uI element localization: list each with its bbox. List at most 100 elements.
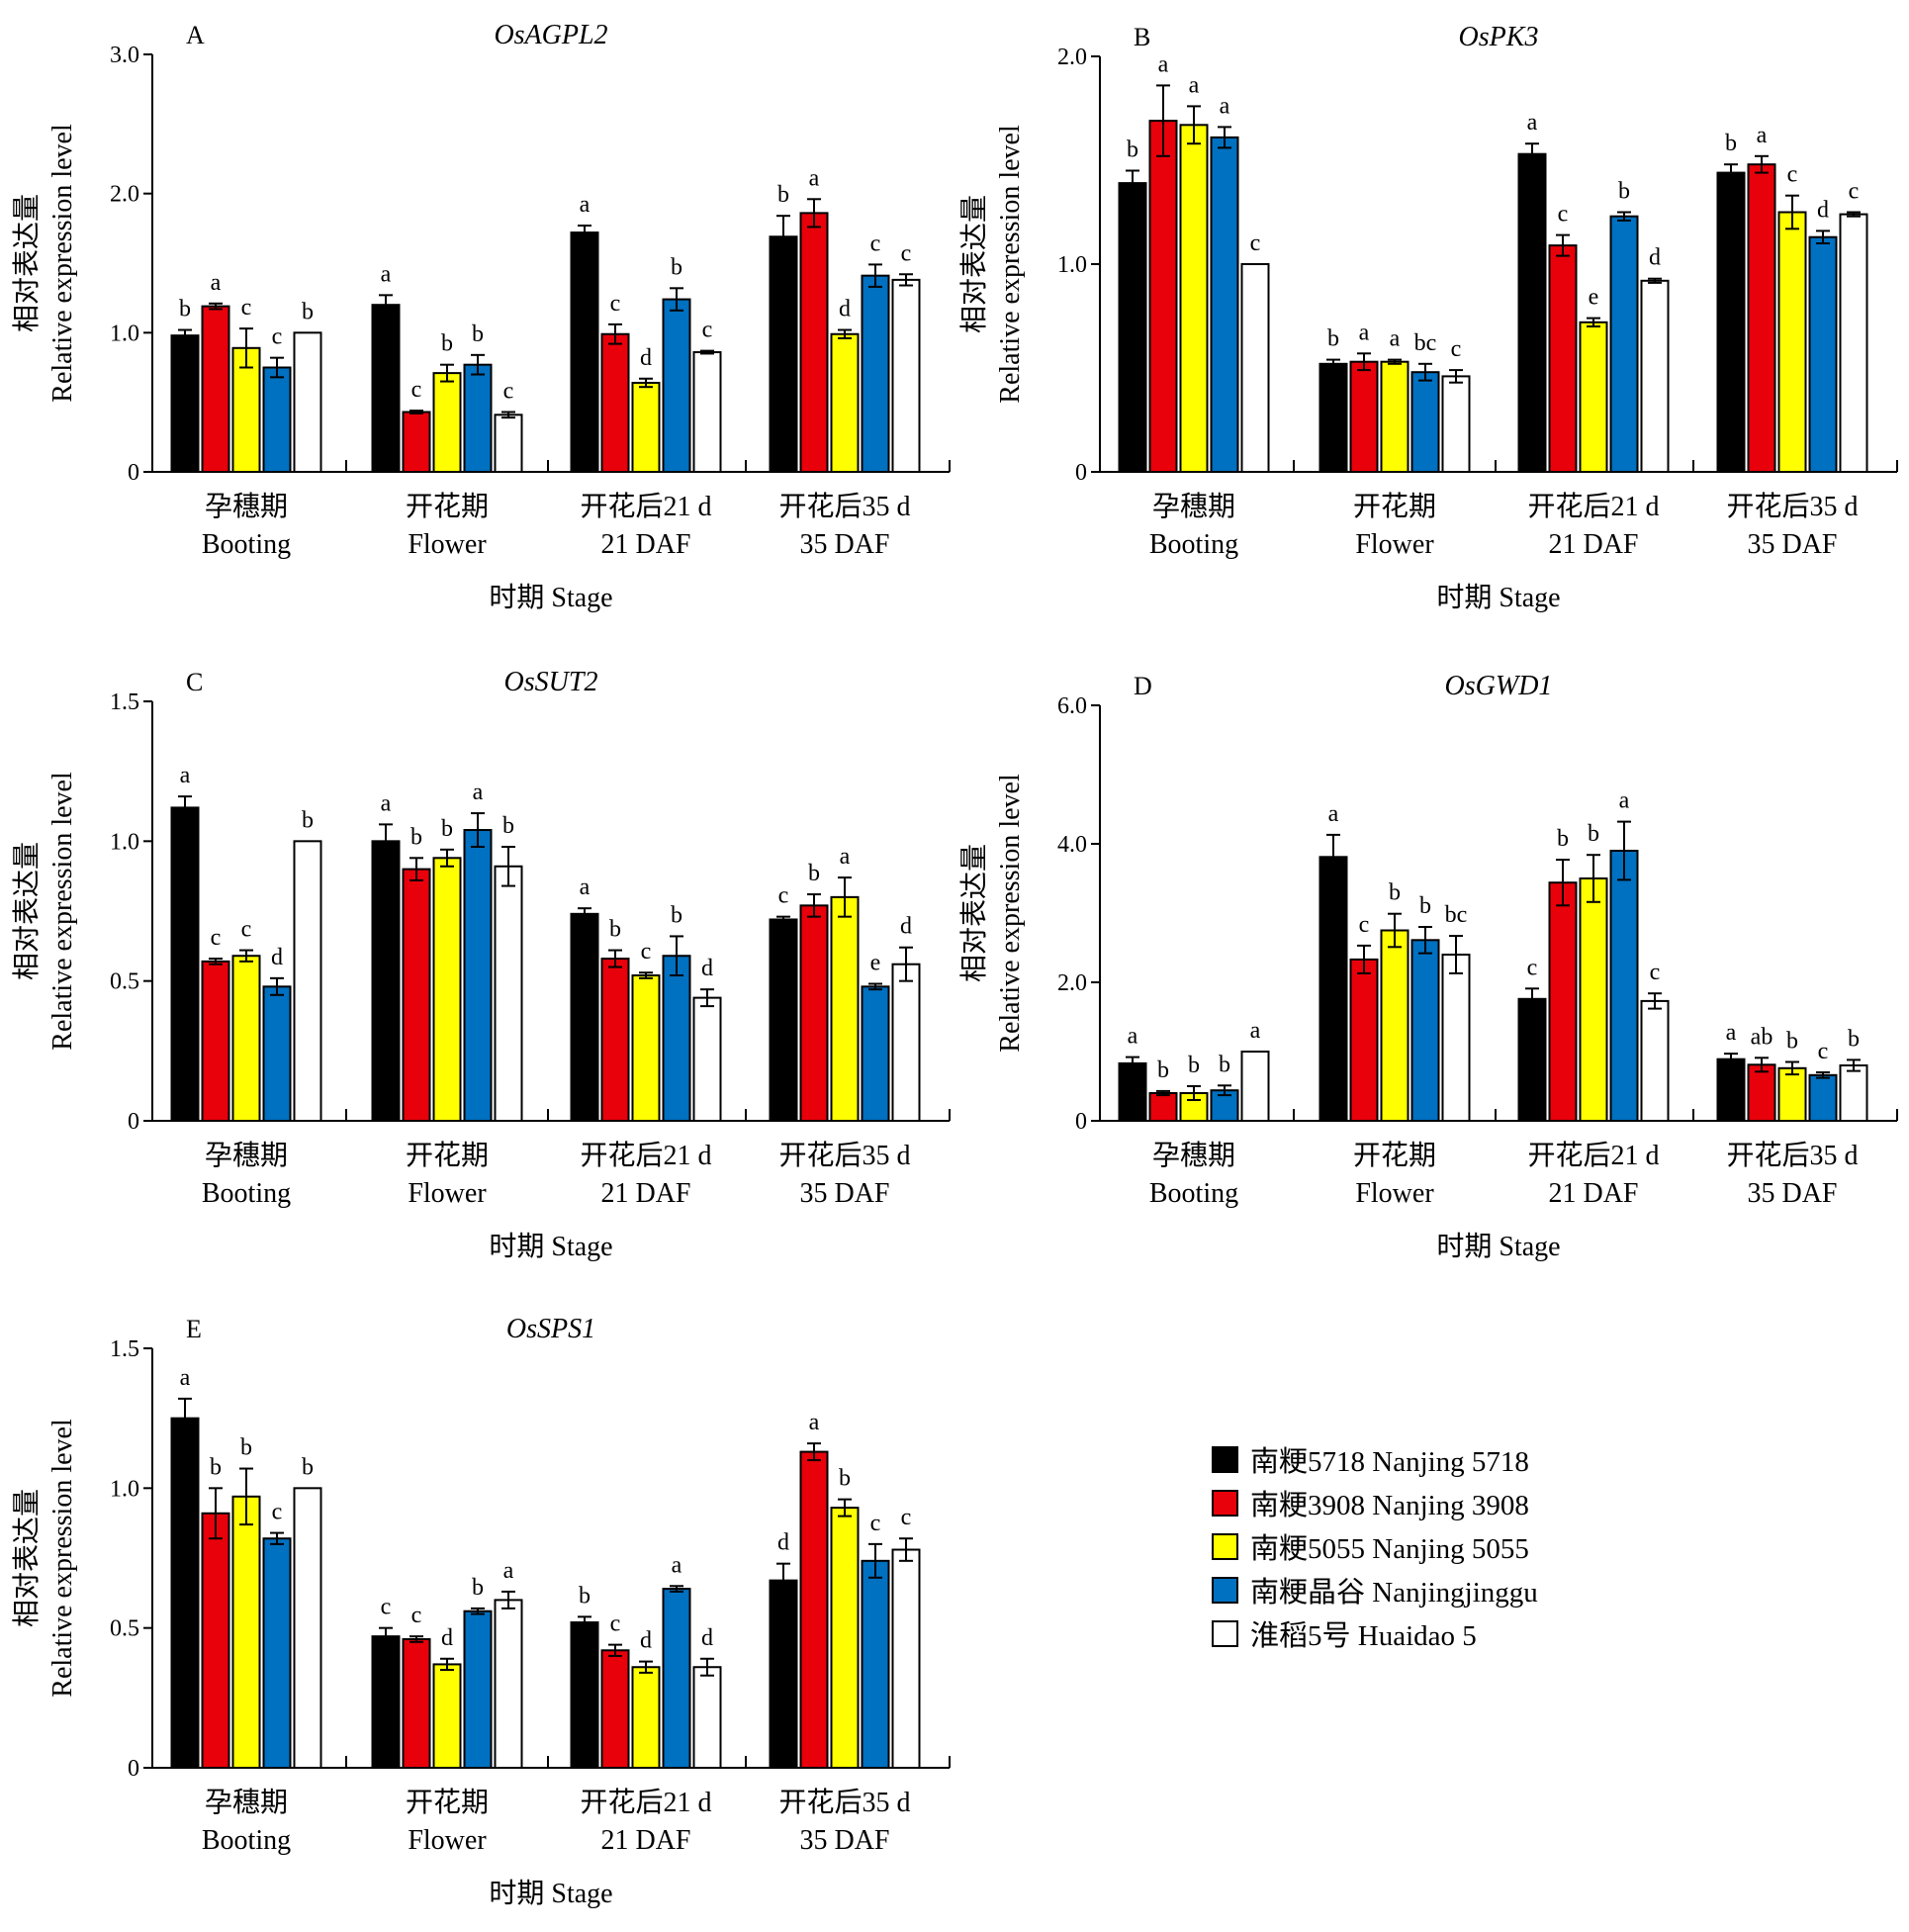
bar — [799, 1450, 829, 1769]
bar — [231, 955, 261, 1123]
legend-label: 南粳3908 Nanjing 3908 — [1250, 1490, 1529, 1521]
bar — [293, 1487, 322, 1770]
bar — [231, 346, 261, 474]
y-tick-label: 0 — [1075, 460, 1087, 486]
y-tick-label: 1.0 — [110, 321, 139, 346]
legend-item: 南粳5718 Nanjing 5718 — [1212, 1437, 1538, 1481]
bar — [201, 1512, 230, 1769]
bar — [1148, 1092, 1178, 1122]
bar — [201, 960, 230, 1122]
bar — [1441, 954, 1471, 1122]
chart-panel-d: aacabcbabbbbbbbacabccb02.04.06.0孕穗期Booti… — [958, 671, 1898, 1262]
bar — [830, 895, 860, 1122]
significance-letter: c — [1849, 179, 1860, 205]
bar — [600, 332, 630, 473]
y-axis-label-en: Relative expression level — [47, 124, 78, 403]
bar — [170, 334, 200, 473]
significance-letter: a — [580, 874, 591, 900]
significance-letter: d — [701, 1625, 713, 1651]
bar — [1839, 213, 1868, 473]
bar — [830, 1507, 860, 1769]
bar — [371, 840, 401, 1122]
significance-letter: c — [641, 939, 652, 965]
y-tick-label: 0 — [128, 1109, 139, 1135]
significance-letter: a — [381, 261, 392, 287]
category-label-cn: 孕穗期 — [1152, 491, 1235, 522]
bar — [170, 806, 200, 1122]
bar — [891, 1548, 921, 1770]
significance-letter: b — [1588, 821, 1599, 847]
category-label-en: Flower — [408, 529, 487, 560]
category-label-en: Booting — [1149, 1178, 1238, 1209]
significance-letter: e — [1589, 285, 1599, 311]
category-label-cn: 开花后35 d — [1726, 491, 1858, 522]
significance-letter: a — [1726, 1020, 1737, 1046]
panel-letter: C — [186, 668, 203, 696]
bar — [1808, 235, 1838, 473]
significance-letter: b — [441, 331, 453, 357]
bar — [631, 381, 661, 473]
significance-letter: b — [609, 917, 621, 943]
significance-letter: b — [1157, 1058, 1169, 1083]
bar — [1349, 958, 1379, 1123]
category-label-en: Booting — [202, 1178, 291, 1209]
bar — [1579, 877, 1608, 1122]
significance-letter: a — [1328, 801, 1339, 827]
significance-letter: a — [503, 1558, 514, 1584]
significance-letter: a — [1757, 123, 1768, 148]
legend-item: 南粳5055 Nanjing 5055 — [1212, 1524, 1538, 1568]
panel-letter: B — [1134, 23, 1150, 51]
significance-letter: d — [640, 1628, 652, 1654]
category-label-cn: 开花后35 d — [778, 1787, 910, 1818]
y-tick-label: 1.0 — [110, 829, 139, 855]
y-tick-label: 2.0 — [1057, 45, 1087, 70]
significance-letter: c — [1250, 230, 1261, 256]
category-label-cn: 开花后21 d — [580, 1787, 711, 1818]
bar — [891, 963, 921, 1122]
bar — [170, 1417, 200, 1769]
significance-letter: b — [1219, 1052, 1230, 1077]
bar — [769, 918, 798, 1122]
category-label-en: 35 DAF — [799, 1178, 889, 1209]
significance-letter: ab — [1751, 1024, 1773, 1050]
bar — [463, 829, 493, 1122]
y-axis-label-cn: 相对表达量 — [958, 844, 990, 982]
significance-letter: c — [1650, 960, 1661, 985]
y-tick-label: 1.5 — [110, 1336, 139, 1362]
bar — [201, 305, 230, 473]
significance-letter: a — [1359, 320, 1370, 345]
significance-letter: c — [241, 295, 252, 321]
bar — [494, 414, 523, 473]
bar — [1410, 371, 1440, 474]
significance-letter: a — [381, 790, 392, 816]
significance-letter: d — [777, 1530, 789, 1556]
chart-title: OsAGPL2 — [494, 20, 607, 50]
bar — [371, 1635, 401, 1769]
bar — [1716, 171, 1746, 473]
significance-letter: d — [701, 956, 713, 981]
bar — [631, 1666, 661, 1769]
category-label-cn: 孕穗期 — [1152, 1140, 1235, 1171]
y-axis-label-cn: 相对表达量 — [11, 194, 43, 332]
category-label-cn: 开花期 — [406, 491, 489, 522]
significance-letter: d — [1649, 245, 1661, 271]
significance-letter: c — [870, 1511, 881, 1536]
significance-letter: a — [211, 270, 222, 296]
x-axis-label: 时期 Stage — [1436, 582, 1560, 613]
significance-letter: b — [302, 807, 314, 833]
category-label-en: 35 DAF — [799, 529, 889, 560]
significance-letter: b — [579, 1583, 591, 1609]
significance-letter: a — [180, 1365, 191, 1391]
legend-swatch-nanjing-5718 — [1212, 1445, 1238, 1473]
bar — [1318, 362, 1348, 473]
significance-letter: b — [1786, 1029, 1798, 1055]
significance-letter: a — [1158, 51, 1169, 77]
x-axis-label: 时期 Stage — [489, 1231, 612, 1262]
category-label-cn: 开花后35 d — [1726, 1140, 1858, 1171]
significance-letter: b — [302, 1454, 314, 1480]
significance-letter: c — [870, 230, 881, 256]
